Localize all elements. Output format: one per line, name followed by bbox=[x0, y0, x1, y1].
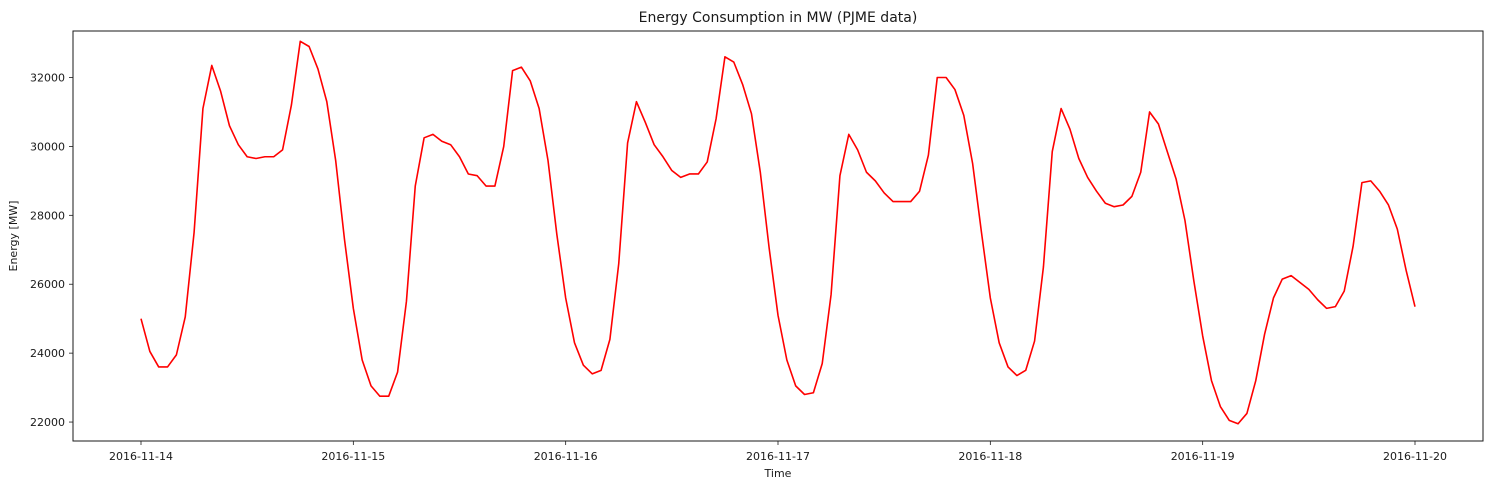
x-tick-label: 2016-11-15 bbox=[321, 450, 385, 463]
x-tick-label: 2016-11-19 bbox=[1171, 450, 1235, 463]
y-tick-label: 24000 bbox=[30, 347, 65, 360]
y-tick-label: 30000 bbox=[30, 140, 65, 153]
y-axis-ticks: 22000 24000 26000 28000 30000 32000 bbox=[30, 72, 73, 429]
chart-title: Energy Consumption in MW (PJME data) bbox=[639, 10, 918, 26]
y-tick-label: 28000 bbox=[30, 209, 65, 222]
x-tick-label: 2016-11-14 bbox=[109, 450, 173, 463]
x-axis-label: Time bbox=[764, 467, 792, 480]
x-tick-label: 2016-11-20 bbox=[1383, 450, 1447, 463]
plot-frame bbox=[72, 30, 1484, 442]
x-tick-label: 2016-11-18 bbox=[958, 450, 1022, 463]
series-line bbox=[140, 40, 1416, 425]
y-tick-label: 26000 bbox=[30, 278, 65, 291]
x-tick-label: 2016-11-17 bbox=[746, 450, 810, 463]
y-tick-label: 32000 bbox=[30, 72, 65, 85]
x-axis-ticks: 2016-11-14 2016-11-15 2016-11-16 2016-11-17… bbox=[109, 441, 1447, 463]
x-tick-label: 2016-11-16 bbox=[534, 450, 598, 463]
y-axis-label: Energy [MW] bbox=[7, 201, 20, 272]
y-tick-label: 22000 bbox=[30, 416, 65, 429]
